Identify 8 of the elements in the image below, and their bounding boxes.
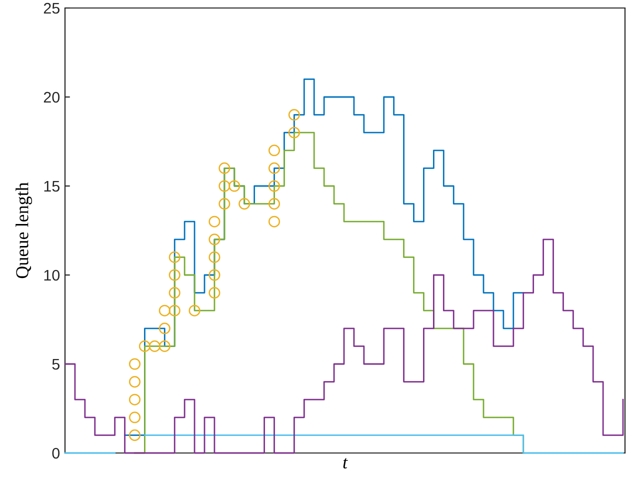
x-axis-title: t (343, 458, 348, 468)
y-tick-label: 0 (52, 448, 60, 459)
y-tick-label: 25 (44, 2, 60, 14)
y-tick-label: 10 (44, 270, 60, 281)
y-axis-title: Queue length (16, 182, 32, 278)
y-tick-label: 15 (44, 181, 60, 192)
y-tick-label: 5 (52, 359, 60, 370)
y-tick-label: 20 (44, 92, 60, 103)
